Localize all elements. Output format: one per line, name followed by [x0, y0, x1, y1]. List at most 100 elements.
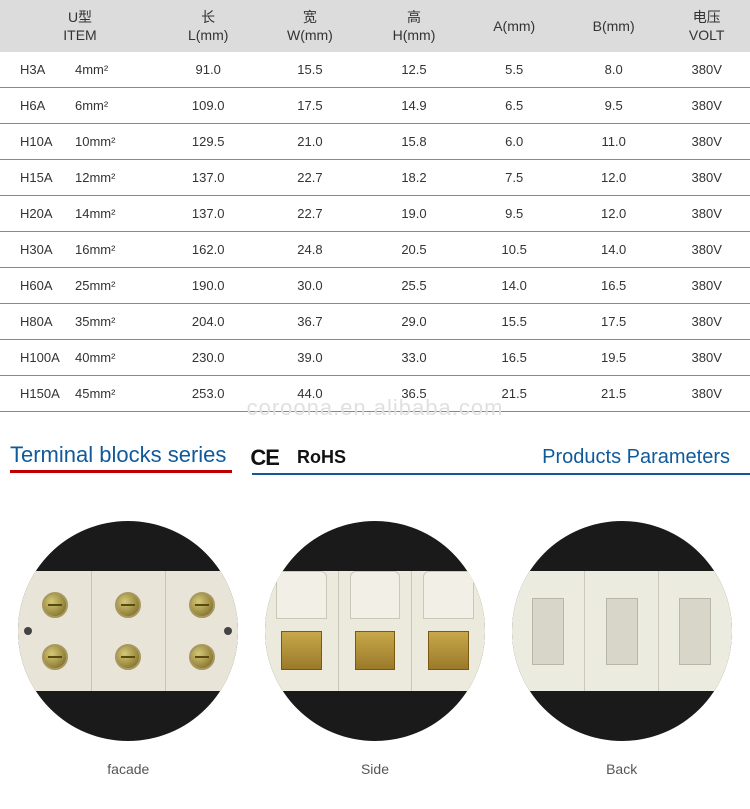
cell-value: 11.0: [564, 124, 663, 160]
cell-value: 21.0: [256, 124, 363, 160]
screw-icon: [189, 644, 215, 670]
rohs-mark-icon: RoHS: [297, 447, 346, 468]
cell-value: 10.5: [464, 232, 563, 268]
cell-value: 17.5: [564, 304, 663, 340]
cell-value: 380V: [663, 268, 750, 304]
cell-value: 15.5: [256, 52, 363, 88]
cell-value: 22.7: [256, 196, 363, 232]
cell-item: H10A10mm²: [0, 124, 160, 160]
cell-value: 380V: [663, 196, 750, 232]
cell-item: H3A4mm²: [0, 52, 160, 88]
cell-value: 14.9: [364, 88, 465, 124]
cell-value: 230.0: [160, 340, 256, 376]
cell-value: 380V: [663, 52, 750, 88]
photo-row: facade Side Back: [0, 481, 750, 787]
cell-value: 25.5: [364, 268, 465, 304]
facade-mock: [18, 571, 238, 691]
cell-value: 21.5: [464, 376, 563, 412]
cell-value: 18.2: [364, 160, 465, 196]
cell-value: 16.5: [564, 268, 663, 304]
photo-circle: [512, 521, 732, 741]
table-row: H6A6mm²109.017.514.96.59.5380V: [0, 88, 750, 124]
cell-value: 8.0: [564, 52, 663, 88]
table-row: H3A4mm²91.015.512.55.58.0380V: [0, 52, 750, 88]
cell-value: 380V: [663, 340, 750, 376]
cell-item: H80A35mm²: [0, 304, 160, 340]
cell-value: 12.0: [564, 196, 663, 232]
cell-item: H20A14mm²: [0, 196, 160, 232]
screw-icon: [189, 592, 215, 618]
cell-value: 162.0: [160, 232, 256, 268]
brass-icon: [428, 631, 469, 669]
cell-value: 20.5: [364, 232, 465, 268]
cell-value: 129.5: [160, 124, 256, 160]
cell-item: H15A12mm²: [0, 160, 160, 196]
col-header: 高H(mm): [364, 0, 465, 52]
cell-value: 6.5: [464, 88, 563, 124]
table-body: H3A4mm²91.015.512.55.58.0380VH6A6mm²109.…: [0, 52, 750, 412]
cell-value: 380V: [663, 304, 750, 340]
cell-value: 380V: [663, 88, 750, 124]
table-header: U型ITEM长L(mm)宽W(mm)高H(mm)A(mm)B(mm)电压VOLT: [0, 0, 750, 52]
cell-item: H100A40mm²: [0, 340, 160, 376]
cell-value: 7.5: [464, 160, 563, 196]
cell-item: H60A25mm²: [0, 268, 160, 304]
col-header: U型ITEM: [0, 0, 160, 52]
spec-table: U型ITEM长L(mm)宽W(mm)高H(mm)A(mm)B(mm)电压VOLT…: [0, 0, 750, 412]
cell-value: 16.5: [464, 340, 563, 376]
table-row: H10A10mm²129.521.015.86.011.0380V: [0, 124, 750, 160]
screw-icon: [115, 592, 141, 618]
section-subtitle: Products Parameters: [542, 446, 730, 469]
col-header: 长L(mm): [160, 0, 256, 52]
photo-circle: [18, 521, 238, 741]
table-row: H30A16mm²162.024.820.510.514.0380V: [0, 232, 750, 268]
cell-value: 22.7: [256, 160, 363, 196]
col-header: A(mm): [464, 0, 563, 52]
table-row: H150A45mm²253.044.036.521.521.5380V: [0, 376, 750, 412]
cell-value: 5.5: [464, 52, 563, 88]
section-title: Terminal blocks series: [10, 442, 232, 473]
section-header: Terminal blocks series CE RoHS Products …: [0, 430, 750, 481]
cell-value: 9.5: [564, 88, 663, 124]
cell-value: 380V: [663, 232, 750, 268]
cell-value: 29.0: [364, 304, 465, 340]
table-row: H60A25mm²190.030.025.514.016.5380V: [0, 268, 750, 304]
screw-icon: [42, 592, 68, 618]
cell-value: 30.0: [256, 268, 363, 304]
back-mock: [512, 571, 732, 691]
col-header: 宽W(mm): [256, 0, 363, 52]
brass-icon: [281, 631, 322, 669]
photo-item-side: Side: [265, 521, 485, 777]
photo-item-facade: facade: [18, 521, 238, 777]
side-mock: [265, 571, 485, 691]
hole-icon: [224, 627, 232, 635]
table-row: H20A14mm²137.022.719.09.512.0380V: [0, 196, 750, 232]
cell-value: 14.0: [464, 268, 563, 304]
slot-icon: [532, 598, 564, 665]
cell-value: 12.5: [364, 52, 465, 88]
cell-item: H6A6mm²: [0, 88, 160, 124]
ce-mark-icon: CE: [250, 445, 279, 471]
table-row: H100A40mm²230.039.033.016.519.5380V: [0, 340, 750, 376]
slot-icon: [679, 598, 711, 665]
cell-value: 39.0: [256, 340, 363, 376]
hole-icon: [24, 627, 32, 635]
cell-value: 109.0: [160, 88, 256, 124]
col-header: B(mm): [564, 0, 663, 52]
photo-caption: Back: [512, 761, 732, 777]
slot-icon: [606, 598, 638, 665]
brass-icon: [355, 631, 396, 669]
cell-value: 190.0: [160, 268, 256, 304]
cell-value: 380V: [663, 160, 750, 196]
cell-value: 137.0: [160, 160, 256, 196]
cell-value: 36.5: [364, 376, 465, 412]
cell-value: 9.5: [464, 196, 563, 232]
cell-value: 12.0: [564, 160, 663, 196]
cell-item: H30A16mm²: [0, 232, 160, 268]
cell-value: 91.0: [160, 52, 256, 88]
cell-value: 21.5: [564, 376, 663, 412]
cell-value: 36.7: [256, 304, 363, 340]
section-left: Terminal blocks series CE RoHS: [10, 442, 346, 473]
screw-icon: [115, 644, 141, 670]
screw-icon: [42, 644, 68, 670]
